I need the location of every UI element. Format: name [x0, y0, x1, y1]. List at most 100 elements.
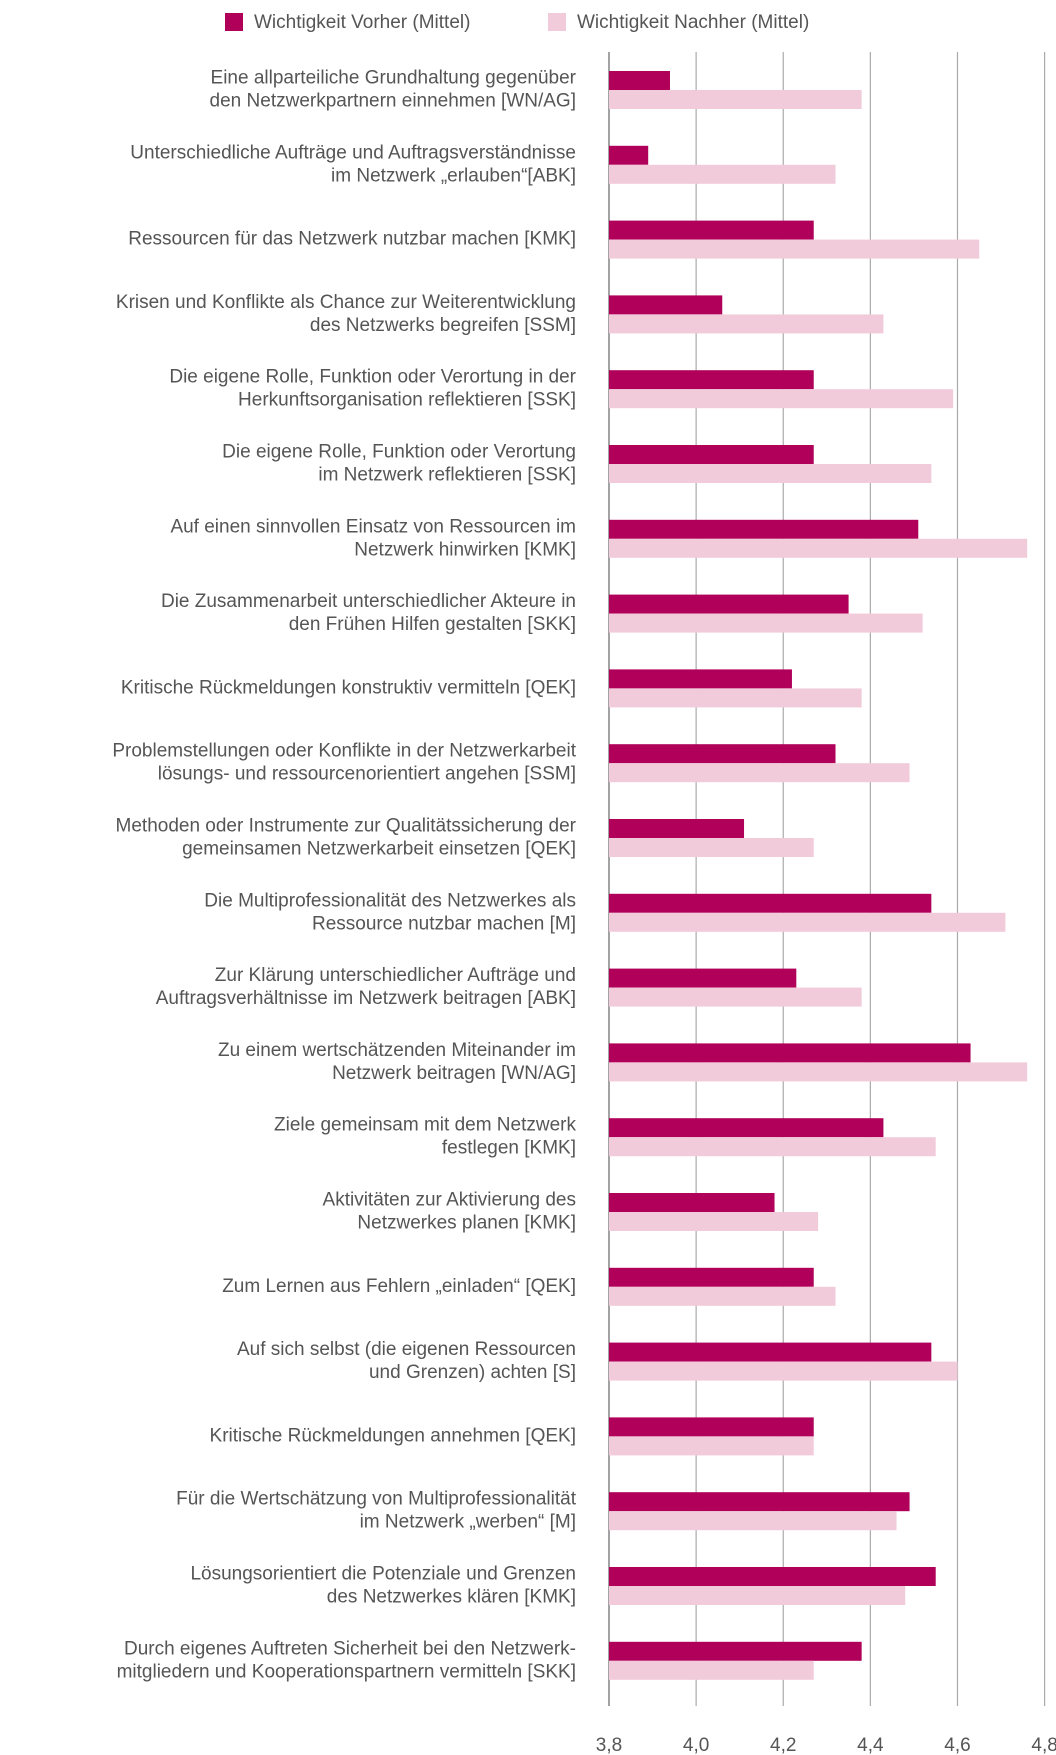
bar [609, 819, 745, 838]
bar [609, 968, 797, 988]
bar [609, 1660, 814, 1680]
bar [609, 1137, 936, 1157]
bar [609, 314, 884, 334]
category-label-line: Problemstellungen oder Konflikte in der … [112, 741, 576, 762]
category-label-line: gemeinsamen Netzwerkarbeit einsetzen [QE… [182, 839, 576, 860]
bar [609, 464, 932, 483]
category-label: Zum Lernen aus Fehlern „einladen“ [QEK] [222, 1276, 576, 1297]
bar [609, 1641, 862, 1661]
category-label-line: Auftragsverhältnisse im Netzwerk beitrag… [156, 988, 576, 1009]
category-label: Ziele gemeinsam mit dem Netzwerk festlege… [274, 1115, 576, 1159]
category-label-line: den Netzwerkpartnern einnehmen [WN/AG] [210, 91, 576, 112]
category-label: Unterschiedliche Aufträge und Auftragsve… [130, 142, 576, 186]
category-label-line: Netzwerk hinwirken [KMK] [354, 539, 576, 560]
category-label-line: Zum Lernen aus Fehlern „einladen“ [QEK] [222, 1276, 576, 1297]
category-label: Auf einen sinnvollen Einsatz von Ressour… [170, 516, 576, 560]
bar [609, 669, 792, 689]
bar [609, 145, 649, 165]
x-tick-label: 4,4 [857, 1735, 884, 1755]
bar [609, 1212, 819, 1231]
category-label: Krisen und Konflikte als Chance zur Weit… [116, 292, 576, 336]
category-label-line: Netzwerk beitragen [WN/AG] [332, 1063, 576, 1084]
category-label-line: Unterschiedliche Aufträge und Auftragsve… [130, 142, 576, 163]
bar [609, 912, 1006, 932]
category-label: Zu einem wertschätzenden Miteinander im N… [218, 1040, 576, 1084]
legend-swatch [225, 13, 243, 31]
category-label-line: mitgliedern und Kooperationspartnern ver… [117, 1661, 576, 1682]
category-label-line: Kritische Rückmeldungen annehmen [QEK] [210, 1425, 576, 1446]
bar [609, 239, 980, 259]
category-label-line: Methoden oder Instrumente zur Qualitätss… [116, 816, 577, 837]
bar [609, 594, 849, 614]
bar [609, 1436, 814, 1456]
category-label-line: Die eigene Rolle, Funktion oder Verortun… [169, 367, 576, 388]
x-tick-label: 4,0 [683, 1735, 709, 1755]
bar [609, 164, 836, 184]
category-label: Durch eigenes Auftreten Sicherheit bei d… [117, 1638, 576, 1682]
category-label-line: im Netzwerk „werben“ [M] [360, 1512, 576, 1533]
bar [609, 613, 923, 633]
category-label: Eine allparteiliche Grundhaltung gegenüb… [210, 68, 577, 112]
bar [609, 389, 954, 409]
category-label: Die Zusammenarbeit unterschiedlicher Akt… [161, 591, 576, 635]
x-tick-label: 4,2 [770, 1735, 796, 1755]
bar [609, 744, 836, 764]
category-label-line: des Netzwerks begreifen [SSM] [310, 315, 576, 336]
category-label-line: Aktivitäten zur Aktivierung des [323, 1190, 576, 1211]
category-label-line: Kritische Rückmeldungen konstruktiv verm… [121, 677, 576, 698]
bar [609, 1043, 971, 1063]
bar [609, 987, 862, 1007]
bar [609, 893, 932, 913]
category-label: Kritische Rückmeldungen konstruktiv verm… [121, 677, 576, 698]
category-label-line: Herkunftsorganisation reflektieren [SSK] [238, 390, 576, 411]
legend-label: Wichtigkeit Vorher (Mittel) [254, 12, 470, 33]
category-label: Zur Klärung unterschiedlicher Aufträge u… [156, 965, 576, 1009]
legend-label: Wichtigkeit Nachher (Mittel) [577, 12, 809, 33]
bar [609, 220, 814, 240]
category-label: Kritische Rückmeldungen annehmen [QEK] [210, 1425, 576, 1446]
bar [609, 1062, 1028, 1082]
category-label-line: Die Multiprofessionalität des Netzwerkes… [204, 890, 576, 911]
bar [609, 1286, 836, 1306]
x-tick-label: 4,8 [1031, 1735, 1056, 1755]
category-label-line: Durch eigenes Auftreten Sicherheit bei d… [124, 1638, 576, 1659]
category-label-line: festlegen [KMK] [442, 1138, 576, 1159]
bar [609, 519, 919, 539]
category-label-line: Auf einen sinnvollen Einsatz von Ressour… [170, 516, 576, 537]
category-label-line: des Netzwerkes klären [KMK] [327, 1587, 576, 1608]
category-label: Die eigene Rolle, Funktion oder Verortun… [169, 367, 576, 411]
bar [609, 1118, 884, 1138]
bar [609, 71, 670, 90]
category-label-line: Auf sich selbst (die eigenen Ressourcen [237, 1339, 576, 1360]
bar [609, 1586, 906, 1605]
bar [609, 1417, 814, 1437]
category-label-line: den Frühen Hilfen gestalten [SKK] [289, 614, 576, 635]
category-label: Die Multiprofessionalität des Netzwerkes… [204, 890, 576, 934]
category-label-line: lösungs- und ressourcenorientiert angehe… [158, 764, 576, 785]
category-label: Problemstellungen oder Konflikte in der … [112, 741, 576, 785]
category-label: Lösungsorientiert die Potenziale und Gre… [190, 1564, 576, 1608]
category-label-line: Eine allparteiliche Grundhaltung gegenüb… [211, 68, 577, 89]
bar [609, 838, 814, 857]
category-label-line: Für die Wertschätzung von Multiprofessio… [176, 1489, 577, 1510]
bar [609, 763, 910, 783]
bar [609, 1342, 932, 1362]
category-label-line: Die Zusammenarbeit unterschiedlicher Akt… [161, 591, 576, 612]
category-label-line: Die eigene Rolle, Funktion oder Verortun… [222, 442, 576, 463]
category-label-line: Zu einem wertschätzenden Miteinander im [218, 1040, 576, 1061]
bar [609, 1567, 936, 1586]
bar [609, 688, 862, 708]
category-label-line: im Netzwerk „erlauben“[ABK] [331, 165, 576, 186]
category-label-line: Netzwerkes planen [KMK] [357, 1213, 576, 1234]
category-label-line: Lösungsorientiert die Potenziale und Gre… [190, 1564, 576, 1585]
x-tick-label: 4,6 [944, 1735, 970, 1755]
category-label-line: Ressource nutzbar machen [M] [312, 913, 576, 934]
bar [609, 538, 1028, 558]
category-label-line: Ziele gemeinsam mit dem Netzwerk [274, 1115, 576, 1136]
category-label: Auf sich selbst (die eigenen Ressourcen u… [237, 1339, 576, 1383]
category-label: Für die Wertschätzung von Multiprofessio… [176, 1489, 577, 1533]
bar [609, 445, 814, 464]
category-label-line: im Netzwerk reflektieren [SSK] [318, 465, 576, 486]
category-label: Ressourcen für das Netzwerk nutzbar mach… [128, 229, 576, 250]
category-label-line: Ressourcen für das Netzwerk nutzbar mach… [128, 229, 576, 250]
